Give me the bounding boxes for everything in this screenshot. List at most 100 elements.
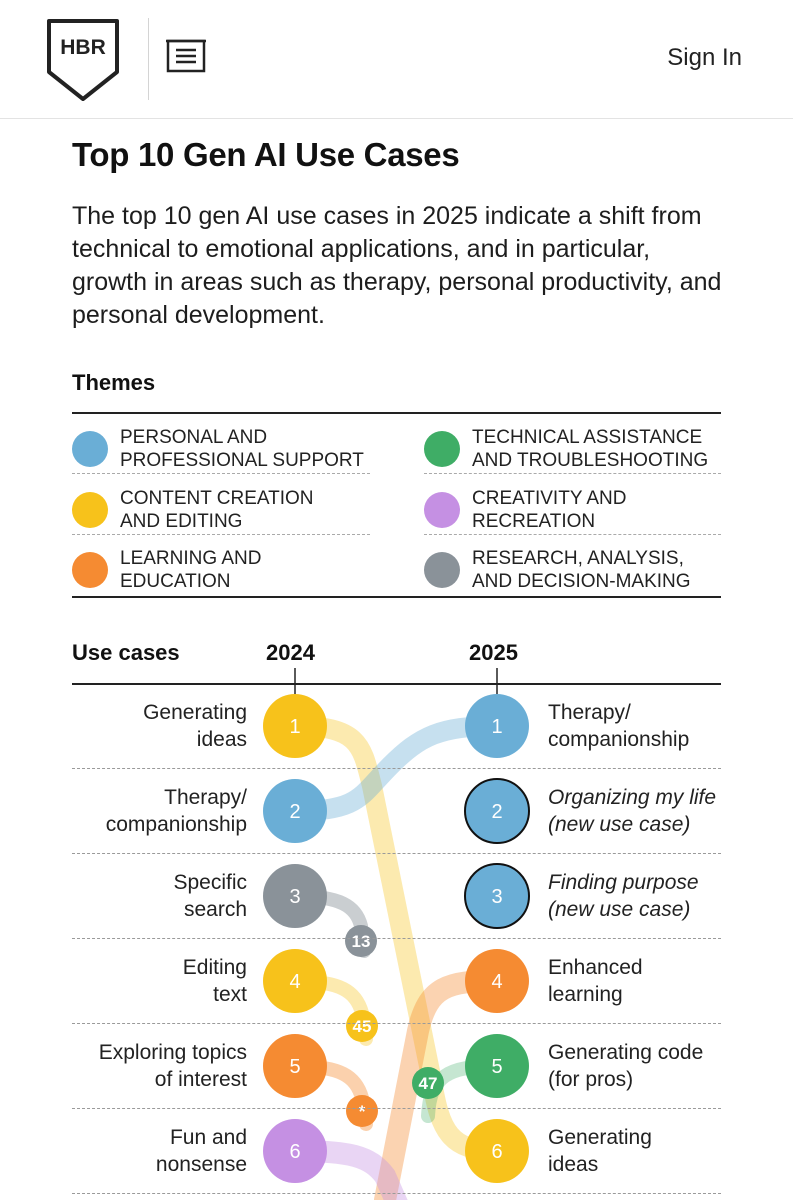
circle-2024-rank-5-text: 5 xyxy=(289,1056,300,1078)
circle-2025-rank-2-circle xyxy=(464,778,530,844)
badge-rank-47: 47 xyxy=(412,1067,444,1099)
theme-label: TECHNICAL ASSISTANCE AND TROUBLESHOOTING xyxy=(472,427,709,471)
use-case-2025-label: Enhanced learning xyxy=(548,956,643,1006)
use-case-2025-label: Organizing my life (new use case) xyxy=(548,786,717,836)
theme-label: PERSONAL AND PROFESSIONAL SUPPORT xyxy=(120,427,364,471)
use-case-2024-label: Editing text xyxy=(182,956,247,1006)
circle-2024-rank-3: 3 xyxy=(263,864,327,928)
themes-divider xyxy=(72,534,370,535)
circle-2024-rank-5: 5 xyxy=(263,1034,327,1098)
circle-2024-rank-3-text: 3 xyxy=(289,886,300,908)
themes-divider xyxy=(72,473,370,474)
badge-rank-na: * xyxy=(346,1095,378,1127)
circle-2024-rank-1: 1 xyxy=(263,694,327,758)
row-separator xyxy=(72,938,721,939)
row-separator xyxy=(72,853,721,854)
hbr-logo[interactable]: HBR xyxy=(46,18,120,102)
site-header: HBR Sign In xyxy=(0,0,793,119)
row-separator xyxy=(72,1193,721,1194)
badge-rank-47-text: 47 xyxy=(419,1074,438,1093)
badge-rank-45-circle xyxy=(346,1010,378,1042)
circle-2024-rank-2-text: 2 xyxy=(289,801,300,823)
circle-2024-rank-4-circle xyxy=(263,949,327,1013)
circle-2025-rank-5: 5 xyxy=(465,1034,529,1098)
use-case-2025-label: Generating code (for pros) xyxy=(548,1041,704,1091)
sign-in-link[interactable]: Sign In xyxy=(667,44,742,71)
circle-2025-rank-6-circle xyxy=(465,1119,529,1183)
circle-2025-rank-4-text: 4 xyxy=(491,971,502,993)
circle-2024-rank-1-circle xyxy=(263,694,327,758)
circle-2025-rank-5-circle xyxy=(465,1034,529,1098)
circle-2024-rank-6-text: 6 xyxy=(289,1141,300,1163)
header-divider xyxy=(148,18,149,100)
circle-2024-rank-4-text: 4 xyxy=(289,971,300,993)
theme-label: LEARNING AND EDUCATION xyxy=(120,548,262,592)
themes-bottom-rule xyxy=(72,596,721,598)
badge-rank-na-circle xyxy=(346,1095,378,1127)
use-case-2024-label: Fun and nonsense xyxy=(155,1126,247,1176)
badge-rank-13: 13 xyxy=(345,925,377,957)
hamburger-menu-icon[interactable] xyxy=(166,39,206,73)
page-title: Top 10 Gen AI Use Cases xyxy=(72,136,460,173)
use-case-2024-label: Specific search xyxy=(173,871,247,921)
theme-swatch-research xyxy=(424,552,460,588)
circle-2024-rank-5-circle xyxy=(263,1034,327,1098)
theme-swatch-creativity xyxy=(424,492,460,528)
theme-swatch-content xyxy=(72,492,108,528)
circle-2024-rank-4: 4 xyxy=(263,949,327,1013)
circle-2025-rank-1: 1 xyxy=(465,694,529,758)
circle-2025-rank-1-circle xyxy=(465,694,529,758)
use-case-2025-label: Therapy/ companionship xyxy=(548,701,690,751)
row-separator xyxy=(72,1023,721,1024)
circle-2025-rank-3-circle xyxy=(464,863,530,929)
badge-rank-na-text: * xyxy=(359,1102,366,1121)
circle-2024-rank-2: 2 xyxy=(263,779,327,843)
flow-generating-ideas xyxy=(285,716,507,1161)
row-separator xyxy=(72,768,721,769)
year-2025-heading: 2025 xyxy=(469,640,518,665)
themes-divider xyxy=(424,534,721,535)
circle-2025-rank-6: 6 xyxy=(465,1119,529,1183)
circle-2025-rank-4-circle xyxy=(465,949,529,1013)
use-case-2024-label: Therapy/ companionship xyxy=(105,786,247,836)
use-case-2025-label: Generating ideas xyxy=(548,1126,652,1176)
circle-2025-rank-2-text: 2 xyxy=(491,801,502,823)
circle-2024-rank-3-circle xyxy=(263,864,327,928)
circle-2025-rank-1-text: 1 xyxy=(491,716,502,738)
circle-2024-rank-6: 6 xyxy=(263,1119,327,1183)
theme-label: CONTENT CREATION AND EDITING xyxy=(120,488,314,532)
year-2024-heading: 2024 xyxy=(266,640,315,665)
logo-text: HBR xyxy=(60,36,106,59)
flow-therapy xyxy=(285,716,507,821)
badge-rank-13-text: 13 xyxy=(352,932,371,951)
theme-swatch-learning xyxy=(72,552,108,588)
badge-rank-13-circle xyxy=(345,925,377,957)
theme-swatch-personal xyxy=(72,431,108,467)
use-cases-heading: Use cases xyxy=(72,640,180,665)
row-separator xyxy=(72,1108,721,1109)
badge-rank-47-circle xyxy=(412,1067,444,1099)
themes-top-rule xyxy=(72,412,721,414)
theme-swatch-technical xyxy=(424,431,460,467)
circle-2025-rank-5-text: 5 xyxy=(491,1056,502,1078)
badge-rank-45-text: 45 xyxy=(353,1017,372,1036)
badge-rank-45: 45 xyxy=(346,1010,378,1042)
circle-2024-rank-1-text: 1 xyxy=(289,716,300,738)
circle-2025-rank-3-text: 3 xyxy=(491,886,502,908)
circle-2024-rank-6-circle xyxy=(263,1119,327,1183)
theme-label: RESEARCH, ANALYSIS, AND DECISION-MAKING xyxy=(472,548,691,592)
themes-divider xyxy=(424,473,721,474)
circle-2025-rank-4: 4 xyxy=(465,949,529,1013)
circle-2024-rank-2-circle xyxy=(263,779,327,843)
use-case-2025-label: Finding purpose (new use case) xyxy=(548,871,699,921)
use-case-2024-label: Generating ideas xyxy=(143,701,247,751)
theme-label: CREATIVITY AND RECREATION xyxy=(472,488,627,532)
circle-2025-rank-6-text: 6 xyxy=(491,1141,502,1163)
circle-2025-rank-2: 2 xyxy=(464,778,530,844)
use-case-2024-label: Exploring topics of interest xyxy=(98,1041,247,1091)
themes-heading: Themes xyxy=(72,370,156,395)
circle-2025-rank-3: 3 xyxy=(464,863,530,929)
page-description: The top 10 gen AI use cases in 2025 indi… xyxy=(72,202,722,329)
use-cases-top-rule xyxy=(72,683,721,685)
